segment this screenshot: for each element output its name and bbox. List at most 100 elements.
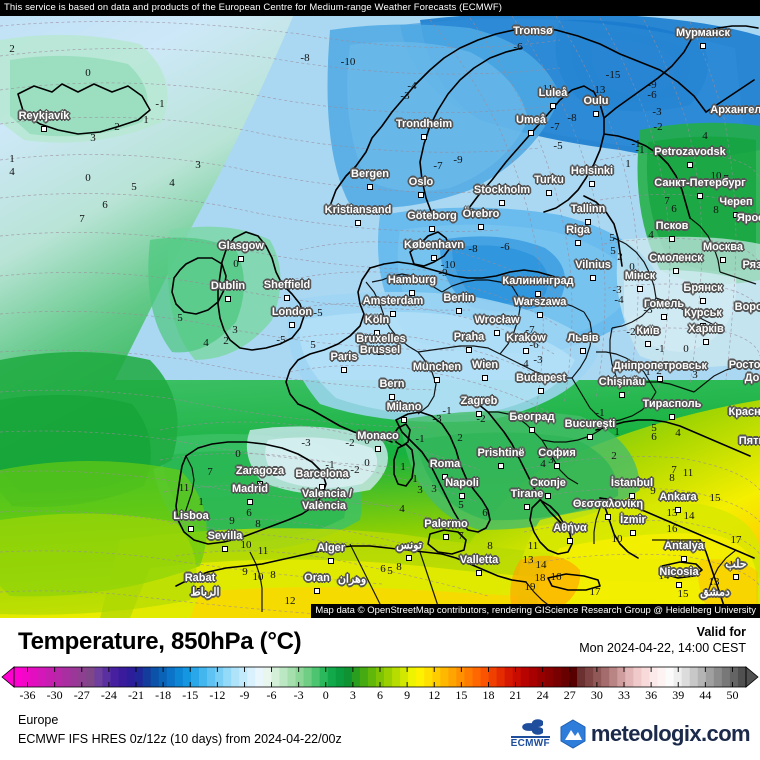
colorbar-tick: -27: [73, 688, 90, 702]
colorbar-tick: -36: [19, 688, 36, 702]
city-marker: [390, 311, 396, 317]
colorbar-tick: -21: [128, 688, 144, 702]
ecmwf-logo[interactable]: ECMWF: [510, 719, 550, 749]
city-marker: [676, 582, 682, 588]
city-marker: [661, 314, 667, 320]
colorbar-tick: -24: [100, 688, 117, 702]
valid-for-label: Valid for: [696, 625, 746, 639]
city-marker: [703, 339, 709, 345]
valid-time-block: Valid for Mon 2024-04-22, 14:00 CEST: [579, 624, 746, 656]
city-marker: [645, 341, 651, 347]
city-marker: [456, 308, 462, 314]
city-marker: [389, 394, 395, 400]
colorbar-tick-labels: -36 -30 -27 -24 -21 -18 -15 -12 -9 -6 -3 0 3 6 9 12 15 18…: [0, 688, 760, 706]
colorbar[interactable]: [0, 666, 760, 688]
colorbar-tick: 18: [482, 688, 495, 702]
city-marker: [459, 493, 465, 499]
colorbar-tick: 3: [349, 688, 356, 702]
city-marker: [429, 226, 435, 232]
city-marker: [367, 184, 373, 190]
meteologix-logo-text: meteologix.com: [590, 721, 751, 746]
city-marker: [657, 376, 663, 382]
colorbar-tick: -15: [182, 688, 199, 702]
ecmwf-disclaimer-banner: This service is based on data and produc…: [0, 0, 760, 16]
colorbar-tick: 36: [645, 688, 658, 702]
city-marker: [319, 484, 325, 490]
colorbar-tick: 15: [455, 688, 468, 702]
map-attribution: Map data © OpenStreetMap contributors, r…: [311, 604, 760, 618]
city-marker: [733, 212, 739, 218]
city-marker: [589, 181, 595, 187]
city-marker: [482, 375, 488, 381]
city-marker: [590, 275, 596, 281]
city-marker: [257, 481, 263, 487]
city-marker: [538, 388, 544, 394]
colorbar-tick: -12: [209, 688, 226, 702]
meteologix-logo[interactable]: meteologix.com: [558, 719, 751, 749]
colorbar-tick: 12: [428, 688, 441, 702]
city-marker: [593, 111, 599, 117]
city-marker: [605, 514, 611, 520]
colorbar-tick: 27: [563, 688, 576, 702]
ecmwf-logo-text: ECMWF: [510, 736, 550, 749]
city-marker: [585, 219, 591, 225]
city-marker: [188, 526, 194, 532]
colorbar-tick: -18: [155, 688, 172, 702]
ecmwf-mark-icon: [522, 719, 544, 735]
colorbar-tick: 44: [699, 688, 712, 702]
colorbar-tick: 50: [726, 688, 739, 702]
city-marker: [720, 257, 726, 263]
city-marker: [529, 427, 535, 433]
city-marker: [284, 295, 290, 301]
city-marker: [418, 192, 424, 198]
city-marker: [580, 348, 586, 354]
page-title: Temperature, 850hPa (°C): [18, 628, 302, 655]
city-marker: [409, 290, 415, 296]
colorbar-tick: 9: [404, 688, 411, 702]
city-marker: [673, 268, 679, 274]
model-label: ECMWF IFS HRES 0z/12z (10 days) from 202…: [18, 732, 342, 746]
city-marker: [314, 588, 320, 594]
city-marker: [675, 507, 681, 513]
colorbar-tick: 24: [536, 688, 549, 702]
country-borders: [183, 217, 757, 617]
colorbar-tick: -3: [293, 688, 304, 702]
city-marker: [535, 291, 541, 297]
city-marker: [341, 367, 347, 373]
coastlines: [17, 25, 759, 613]
city-marker: [247, 499, 253, 505]
city-marker: [466, 347, 472, 353]
city-marker: [238, 256, 244, 262]
city-marker: [442, 474, 448, 480]
city-marker: [222, 546, 228, 552]
city-marker: [476, 570, 482, 576]
city-marker: [328, 558, 334, 564]
colorbar-tick: -30: [46, 688, 63, 702]
city-marker: [324, 504, 330, 510]
city-marker: [41, 126, 47, 132]
city-marker: [681, 556, 687, 562]
colorbar-tick: 0: [322, 688, 329, 702]
city-marker: [700, 43, 706, 49]
city-marker: [697, 193, 703, 199]
city-marker: [355, 220, 361, 226]
colorbar-tick: -6: [266, 688, 277, 702]
city-marker: [401, 417, 407, 423]
colorbar-tick: -9: [239, 688, 250, 702]
city-marker: [700, 298, 706, 304]
city-marker: [528, 130, 534, 136]
city-marker: [669, 414, 675, 420]
city-marker: [550, 103, 556, 109]
city-marker: [478, 224, 484, 230]
region-label: Europe: [18, 713, 59, 727]
colorbar-tick: 21: [509, 688, 522, 702]
city-marker: [375, 446, 381, 452]
city-marker: [494, 330, 500, 336]
city-marker: [434, 377, 440, 383]
city-marker: [378, 349, 384, 355]
city-marker: [225, 296, 231, 302]
city-marker: [669, 236, 675, 242]
temperature-map[interactable]: This service is based on data and produc…: [0, 0, 760, 618]
colorbar-tick: 33: [618, 688, 630, 702]
city-marker: [499, 200, 505, 206]
